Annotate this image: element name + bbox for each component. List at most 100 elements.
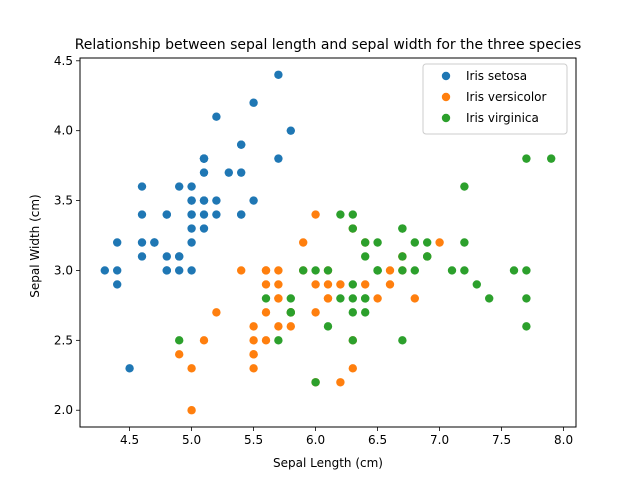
plot-area-frame [79, 57, 577, 428]
data-point [199, 154, 209, 163]
legend: Iris setosa Iris versicolor Iris virginica [422, 63, 568, 135]
data-point [361, 252, 370, 261]
x-tick-label: 8.0 [554, 433, 573, 447]
data-point [286, 126, 295, 135]
data-point [398, 336, 407, 345]
data-point [113, 280, 122, 289]
data-point [150, 238, 159, 247]
data-point [435, 238, 444, 247]
data-point [274, 336, 283, 345]
data-point [336, 294, 345, 303]
data-point [286, 322, 295, 331]
data-point [311, 378, 320, 387]
data-point [125, 364, 134, 373]
data-point [485, 294, 494, 303]
data-point [261, 336, 271, 345]
data-point [162, 266, 171, 275]
data-point [175, 182, 184, 191]
data-point [113, 266, 122, 275]
data-point [348, 294, 357, 303]
data-point [237, 140, 246, 149]
data-point [261, 280, 271, 289]
legend-box [422, 63, 568, 135]
data-point [311, 308, 320, 317]
data-point [261, 266, 271, 275]
data-point [348, 364, 357, 373]
data-point [212, 196, 221, 205]
legend-label: Iris versicolor [466, 90, 546, 104]
data-point [249, 98, 258, 107]
data-point [373, 238, 382, 247]
data-point [212, 308, 221, 317]
x-tick-label: 6.5 [368, 433, 387, 447]
data-point [323, 322, 333, 331]
data-point [398, 224, 407, 233]
data-point [274, 294, 283, 303]
data-point [373, 266, 382, 275]
chart-title: Relationship between sepal length and se… [75, 37, 582, 53]
x-axis-label: Sepal Length (cm) [273, 456, 383, 470]
data-point [385, 280, 395, 289]
data-point [175, 266, 184, 275]
data-point [187, 238, 196, 247]
data-point [274, 154, 283, 163]
data-point [410, 238, 419, 247]
y-tick-label: 4.0 [54, 124, 73, 138]
data-point [249, 364, 258, 373]
y-tick-label: 4.5 [54, 54, 73, 68]
data-point [311, 210, 320, 219]
data-point [224, 168, 233, 177]
data-point [522, 266, 531, 275]
data-point [472, 280, 481, 289]
data-point [336, 280, 345, 289]
series-1-points [100, 70, 295, 373]
data-point [311, 280, 320, 289]
data-point [336, 378, 345, 387]
data-point [323, 294, 333, 303]
data-point [509, 266, 519, 275]
data-point [212, 112, 221, 121]
data-point [187, 210, 196, 219]
data-point [348, 210, 357, 219]
data-point [237, 210, 246, 219]
y-tick-label: 3.0 [54, 263, 73, 277]
x-axis-ticks: 4.5 5.0 5.5 6.0 6.5 7.0 7.5 8.0 [120, 427, 573, 447]
data-point [348, 280, 357, 289]
data-point [336, 210, 345, 219]
data-point [423, 252, 432, 261]
data-point [261, 294, 271, 303]
data-point [249, 350, 258, 359]
data-point [460, 238, 469, 247]
data-point [249, 196, 258, 205]
data-point [348, 336, 357, 345]
data-point [175, 252, 184, 261]
y-tick-label: 2.5 [54, 333, 73, 347]
data-point [361, 280, 370, 289]
data-point [199, 168, 209, 177]
data-point [323, 280, 333, 289]
x-tick-label: 5.0 [182, 433, 201, 447]
data-point [187, 224, 196, 233]
x-tick-label: 5.5 [244, 433, 263, 447]
data-point [187, 406, 196, 415]
data-point [199, 196, 209, 205]
x-tick-label: 7.0 [430, 433, 449, 447]
y-axis-ticks: 2.0 2.5 3.0 3.5 4.0 4.5 [54, 54, 80, 417]
data-point [237, 266, 246, 275]
x-tick-label: 4.5 [120, 433, 139, 447]
data-point [175, 336, 184, 345]
data-point [361, 294, 370, 303]
data-point [547, 154, 556, 163]
legend-marker [441, 92, 451, 102]
data-point [522, 154, 531, 163]
data-point [522, 294, 531, 303]
data-point [137, 238, 147, 247]
data-point [423, 238, 432, 247]
data-point [274, 70, 283, 79]
y-tick-label: 2.0 [54, 403, 73, 417]
data-point [348, 224, 357, 233]
legend-label: Iris virginica [466, 111, 539, 125]
data-point [199, 336, 209, 345]
data-point [410, 266, 419, 275]
